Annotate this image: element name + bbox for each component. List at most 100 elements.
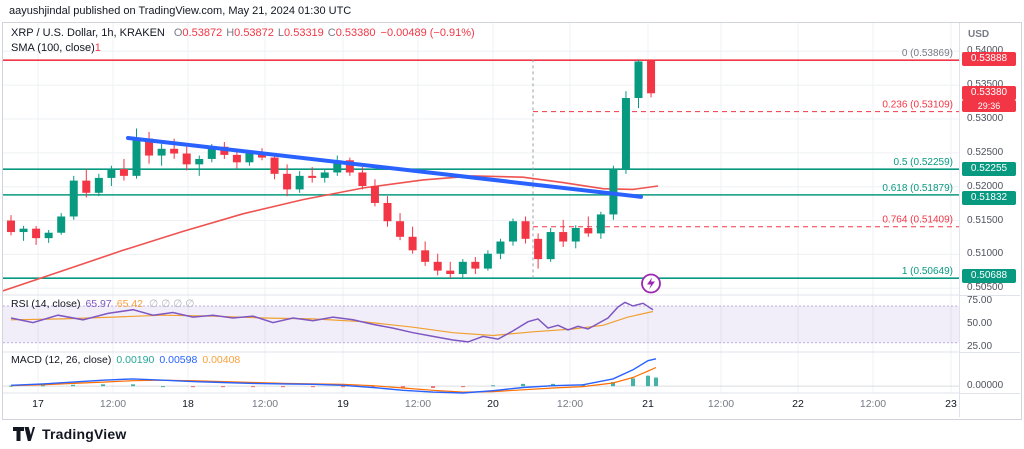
time-axis-label[interactable]: 17 [32, 398, 44, 410]
price-badge: 0.50688 [962, 268, 1016, 283]
candle [634, 60, 643, 109]
flash-marker-icon[interactable] [641, 273, 661, 294]
price-badge: 0.53888 [962, 51, 1016, 66]
candle-body [546, 232, 555, 260]
candle-body [596, 214, 605, 234]
candle-body [559, 232, 568, 242]
candle-body [471, 261, 480, 269]
symbol-legend[interactable]: XRP / U.S. Dollar, 1h, KRAKEN O0.53872 H0.… [11, 27, 475, 39]
time-axis-label[interactable]: 22 [792, 398, 804, 410]
rsi-empty-values: ∅ ∅ ∅ ∅ [149, 298, 195, 310]
sma-legend[interactable]: SMA (100, close)1 [11, 42, 101, 54]
candle [509, 218, 517, 246]
macd-hist-value: 0.00190 [116, 354, 155, 366]
price-badge: 0.51832 [962, 191, 1016, 206]
macd-line [10, 358, 657, 394]
ohlc-low-value: 0.53319 [284, 27, 324, 39]
candle-body [647, 59, 656, 94]
candle [283, 164, 292, 197]
price-axis[interactable]: USD 0.54000 0.53500 0.53000 0.52500 0.52000 0… [959, 23, 1020, 417]
candle-body [7, 220, 15, 233]
time-axis-label[interactable]: 12:00 [557, 398, 583, 410]
candle-body [446, 270, 455, 275]
candle [182, 146, 191, 171]
time-axis-label[interactable]: 12:00 [252, 398, 278, 410]
candle [546, 227, 555, 262]
candle [32, 225, 41, 245]
price-tick-label: 0.51000 [967, 248, 1004, 260]
candle [57, 213, 66, 235]
candle [19, 225, 28, 241]
candle-body [408, 236, 417, 251]
time-axis-label[interactable]: 12:00 [405, 398, 431, 410]
candle-body [320, 172, 329, 178]
price-tick-label: 0.53000 [967, 113, 1004, 124]
trendline[interactable] [126, 135, 643, 199]
time-axis-label[interactable]: 23 [945, 398, 957, 410]
rsi-value: 65.97 [85, 298, 112, 310]
candle-body [308, 175, 317, 178]
macd-histogram-bar [281, 386, 285, 388]
candle-body [483, 253, 492, 269]
time-axis-label[interactable]: 19 [337, 398, 349, 410]
price-tick-label: 0.52000 [967, 180, 1004, 192]
candle-body [44, 232, 53, 239]
candle [7, 215, 15, 236]
candle [433, 253, 442, 276]
candle [584, 216, 593, 237]
time-axis-label[interactable]: 12:00 [708, 398, 734, 410]
macd-histogram-bar [71, 384, 75, 387]
candlestick-series [7, 59, 656, 279]
rsi-tick-label: 75.00 [967, 295, 993, 307]
candle-body [245, 153, 254, 163]
time-axis-label[interactable]: 20 [487, 398, 499, 410]
candle-body [57, 216, 66, 233]
time-axis-label[interactable]: 21 [642, 398, 654, 410]
sma-label[interactable]: SMA (100, close) [11, 42, 95, 54]
brand-name[interactable]: TradingView [42, 426, 127, 442]
candle-body [69, 180, 78, 217]
time-axis-label[interactable]: 12:00 [860, 398, 886, 410]
price-badge: 0.53380 [962, 86, 1016, 101]
candle-body [383, 202, 392, 222]
time-axis-label[interactable]: 18 [182, 398, 194, 410]
candle-body [119, 169, 128, 176]
candle-body [421, 250, 430, 262]
macd-legend[interactable]: MACD (12, 26, close) 0.00190 0.00598 0.0040… [11, 354, 240, 366]
macd-label[interactable]: MACD (12, 26, close) [11, 354, 112, 366]
rsi-line [10, 301, 654, 343]
candle-body [370, 186, 379, 203]
candle [333, 155, 342, 176]
rsi-label[interactable]: RSI (14, close) [11, 298, 81, 310]
candle-body [345, 160, 354, 173]
price-tick-label: 0.53500 [967, 79, 1004, 91]
candle-body [207, 146, 216, 159]
macd-tick-label: 0.00000 [967, 380, 1004, 392]
candle-body [509, 221, 517, 242]
symbol-title[interactable]: XRP / U.S. Dollar, 1h, KRAKEN [11, 27, 165, 39]
candle-body [94, 177, 103, 193]
chart-frame: 0 (0.53869) 0.236 (0.53109) 0.5 (0.52259) 0… [2, 22, 1022, 420]
candle [458, 259, 467, 278]
fib-level-label: 0 (0.53869) [902, 48, 953, 59]
candle-body [458, 261, 467, 275]
rsi-legend[interactable]: RSI (14, close) 65.97 65.42 ∅ ∅ ∅ ∅ [11, 298, 194, 310]
candle [521, 216, 530, 244]
candle [132, 128, 141, 179]
candle [647, 59, 656, 98]
time-axis-label[interactable]: 12:00 [100, 398, 126, 410]
candle [596, 211, 605, 239]
candle-body [496, 241, 505, 254]
ohlc-open-value: 0.53872 [182, 27, 223, 39]
fib-level-label: 1 (0.50649) [902, 266, 953, 277]
candle [370, 179, 379, 207]
macd-histogram-bar [191, 386, 195, 388]
chart-canvas[interactable]: 0 (0.53869) 0.236 (0.53109) 0.5 (0.52259) 0… [3, 23, 959, 417]
candle [157, 144, 166, 166]
candle-body [283, 173, 292, 190]
sma-100-line [3, 175, 659, 292]
tradingview-logo[interactable] [12, 425, 36, 443]
price-tick-label: 0.52500 [967, 146, 1004, 158]
macd-histogram-bar [401, 386, 405, 389]
macd-histogram-bar [311, 386, 315, 388]
